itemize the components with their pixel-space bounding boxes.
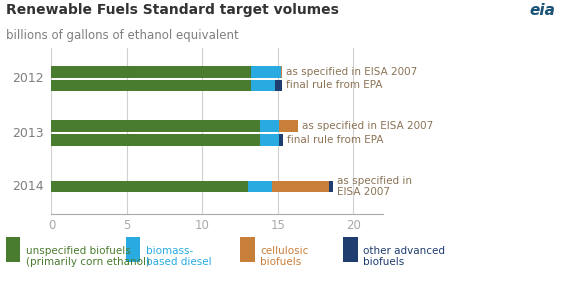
- Bar: [275, 80, 282, 91]
- Text: unspecified biofuels
(primarily corn ethanol): unspecified biofuels (primarily corn eth…: [26, 246, 150, 267]
- Text: as specified in EISA 2007: as specified in EISA 2007: [286, 67, 417, 77]
- Text: Renewable Fuels Standard target volumes: Renewable Fuels Standard target volumes: [6, 3, 339, 17]
- Text: cellulosic
biofuels: cellulosic biofuels: [260, 246, 309, 267]
- Bar: [51, 80, 251, 91]
- Text: other advanced
biofuels: other advanced biofuels: [363, 246, 445, 267]
- Text: billions of gallons of ethanol equivalent: billions of gallons of ethanol equivalen…: [6, 28, 239, 42]
- Bar: [51, 66, 251, 78]
- Text: biomass-
based diesel: biomass- based diesel: [146, 246, 212, 267]
- Bar: [260, 134, 279, 146]
- Bar: [281, 66, 282, 78]
- Bar: [279, 120, 298, 132]
- Text: 2012: 2012: [13, 72, 44, 85]
- Text: eia: eia: [529, 3, 555, 18]
- Text: 2013: 2013: [13, 127, 44, 140]
- Text: as specified in EISA 2007: as specified in EISA 2007: [302, 121, 433, 131]
- Bar: [272, 181, 329, 192]
- Bar: [51, 120, 260, 132]
- Text: final rule from EPA: final rule from EPA: [287, 135, 383, 145]
- Bar: [51, 134, 260, 146]
- Bar: [248, 181, 272, 192]
- Text: 2014: 2014: [13, 180, 44, 193]
- Bar: [329, 181, 333, 192]
- Text: final rule from EPA: final rule from EPA: [286, 80, 383, 90]
- Bar: [279, 134, 283, 146]
- Bar: [260, 120, 279, 132]
- Bar: [51, 181, 248, 192]
- Text: as specified in
EISA 2007: as specified in EISA 2007: [337, 176, 412, 197]
- Bar: [251, 66, 281, 78]
- Bar: [251, 80, 275, 91]
